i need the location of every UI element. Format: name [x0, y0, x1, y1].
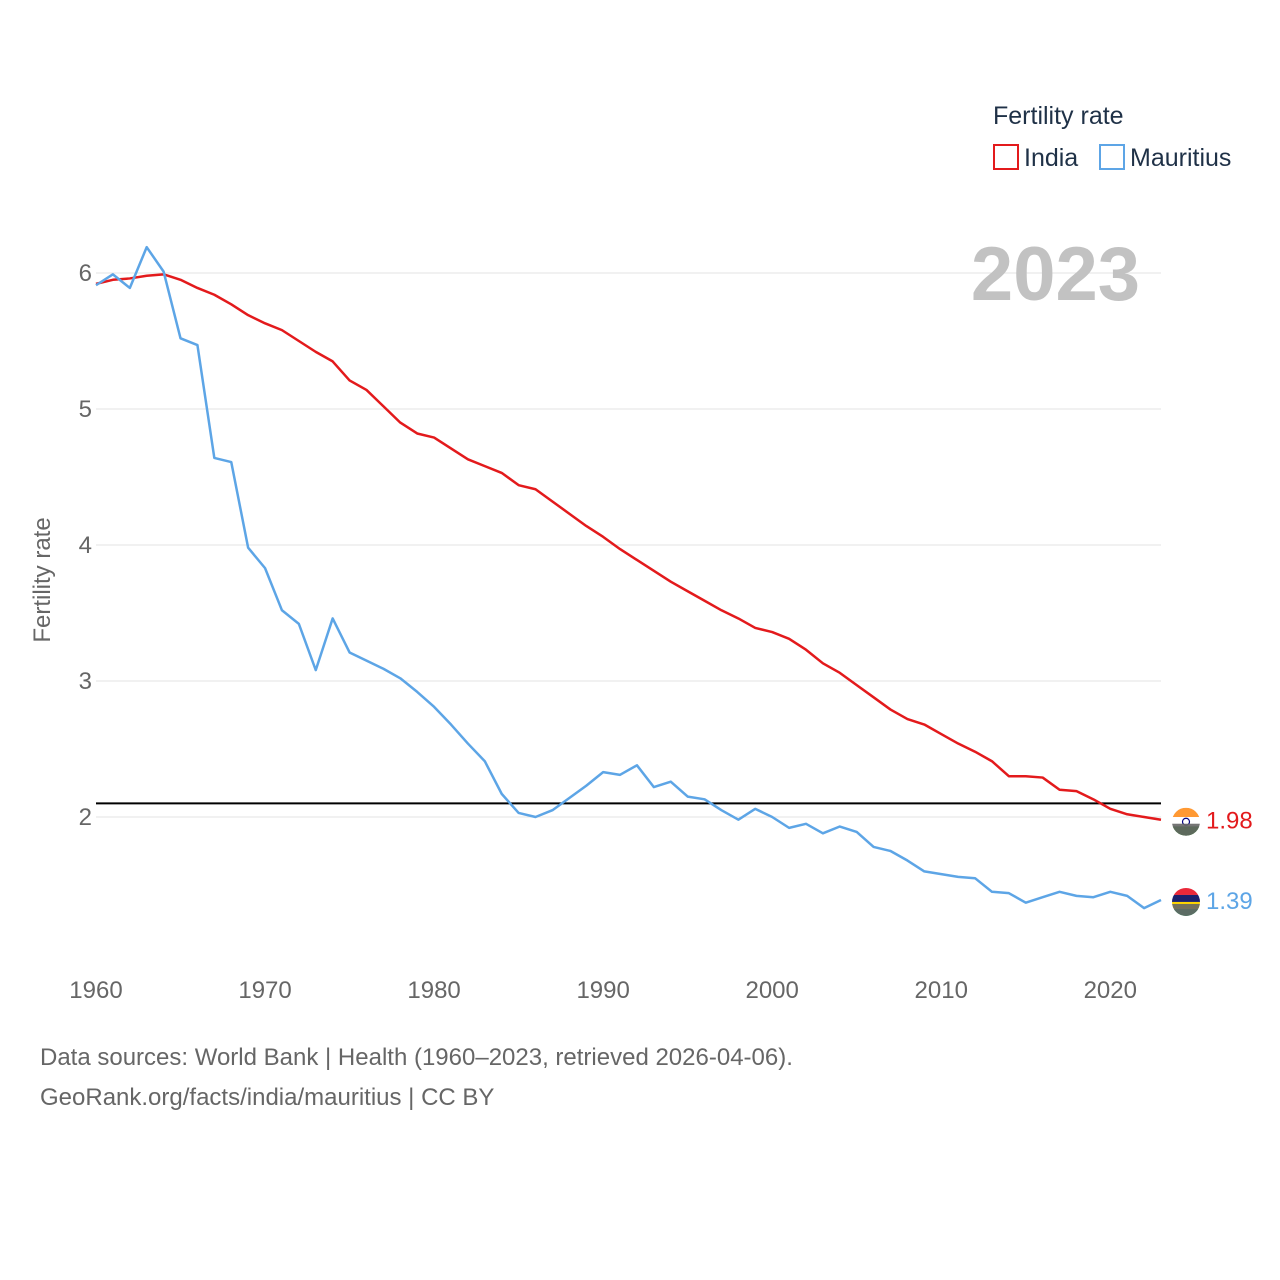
- y-tick-label: 2: [79, 804, 92, 831]
- legend: Fertility rate India Mauritius: [993, 102, 1231, 172]
- india-flag-icon: [1172, 807, 1200, 836]
- x-tick-label: 2020: [1084, 977, 1137, 1004]
- y-tick-label: 3: [79, 668, 92, 695]
- grid-lines: [96, 272, 1161, 818]
- x-tick-label: 2010: [915, 977, 968, 1004]
- end-value-label-india: 1.98: [1206, 808, 1253, 835]
- series-line-mauritius[interactable]: [95, 245, 1162, 910]
- year-label: 2023: [971, 232, 1140, 317]
- legend-label-mauritius: Mauritius: [1130, 144, 1231, 172]
- y-axis-ticks: 2 3 4 5 6: [79, 260, 92, 831]
- footer-sources: Data sources: World Bank | Health (1960–…: [40, 1044, 793, 1071]
- x-tick-label: 1970: [238, 977, 291, 1004]
- x-axis-ticks: 1960 1970 1980 1990 2000 2010 2020: [69, 977, 1137, 1004]
- x-tick-label: 1990: [576, 977, 629, 1004]
- legend-label-india: India: [1024, 144, 1078, 172]
- footer-credit[interactable]: GeoRank.org/facts/india/mauritius | CC B…: [40, 1084, 495, 1111]
- x-tick-label: 2000: [745, 977, 798, 1004]
- x-tick-label: 1980: [407, 977, 460, 1004]
- legend-swatch-india: [993, 144, 1019, 170]
- y-tick-label: 5: [79, 396, 92, 423]
- legend-swatch-mauritius: [1099, 144, 1125, 170]
- legend-item-mauritius[interactable]: Mauritius: [1099, 144, 1231, 172]
- end-marker-india: 1.98: [1172, 807, 1253, 836]
- y-tick-label: 4: [79, 532, 92, 559]
- legend-item-india[interactable]: India: [993, 144, 1078, 172]
- y-axis-title: Fertility rate: [29, 517, 56, 642]
- legend-title: Fertility rate: [993, 102, 1124, 130]
- series-end-markers: 1.98 1.39: [1172, 807, 1253, 916]
- end-marker-mauritius: 1.39: [1172, 887, 1253, 916]
- series-line-india[interactable]: [95, 273, 1162, 821]
- x-tick-label: 1960: [69, 977, 122, 1004]
- series-lines: [95, 245, 1162, 910]
- mauritius-flag-icon: [1172, 887, 1200, 916]
- y-tick-label: 6: [79, 260, 92, 287]
- end-value-label-mauritius: 1.39: [1206, 888, 1253, 915]
